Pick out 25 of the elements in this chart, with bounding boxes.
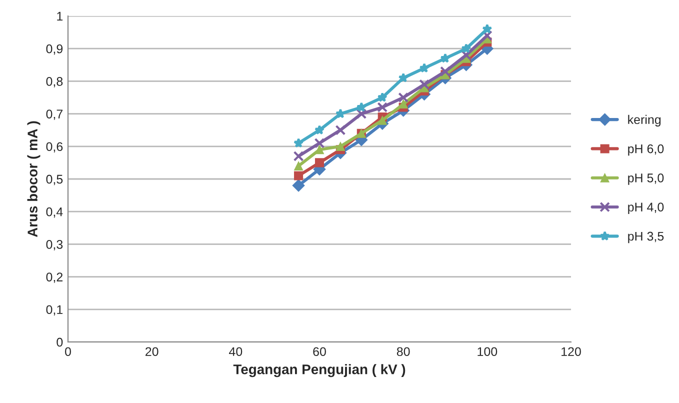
y-tick-label: 0,8	[46, 77, 63, 88]
y-tick-label: 0,3	[46, 240, 63, 250]
y-tick-label: 0,9	[46, 44, 63, 55]
y-tick-label: 0,6	[46, 142, 63, 153]
y-tick-label: 0,2	[46, 272, 63, 283]
legend-label: pH 4,0	[628, 202, 664, 214]
y-tick-label: 0	[56, 338, 63, 347]
x-tick-label: 40	[229, 347, 242, 356]
legend-label: pH 6,0	[628, 144, 664, 156]
x-tick-label: 120	[562, 347, 581, 356]
y-tick-label: 0,4	[46, 207, 63, 218]
x-tick-label: 100	[478, 347, 498, 356]
y-tick-label: 0,1	[46, 305, 63, 316]
y-tick-label: 0,5	[46, 174, 63, 186]
x-tick-label: 0	[65, 347, 71, 356]
x-tick-label: 80	[396, 347, 410, 356]
legend-label: kering	[628, 114, 661, 127]
x-axis-title: Tegangan Pengujian ( kV )	[233, 364, 406, 378]
y-axis-title: Arus bocor ( mA )	[27, 121, 40, 238]
y-tick-label: 0,7	[46, 110, 63, 120]
legend-label: pH 3,5	[628, 232, 664, 244]
legend-label: pH 5,0	[628, 174, 664, 185]
y-tick-label: 1	[57, 12, 63, 21]
x-tick-label: 60	[313, 347, 326, 356]
x-tick-label: 20	[146, 347, 158, 356]
